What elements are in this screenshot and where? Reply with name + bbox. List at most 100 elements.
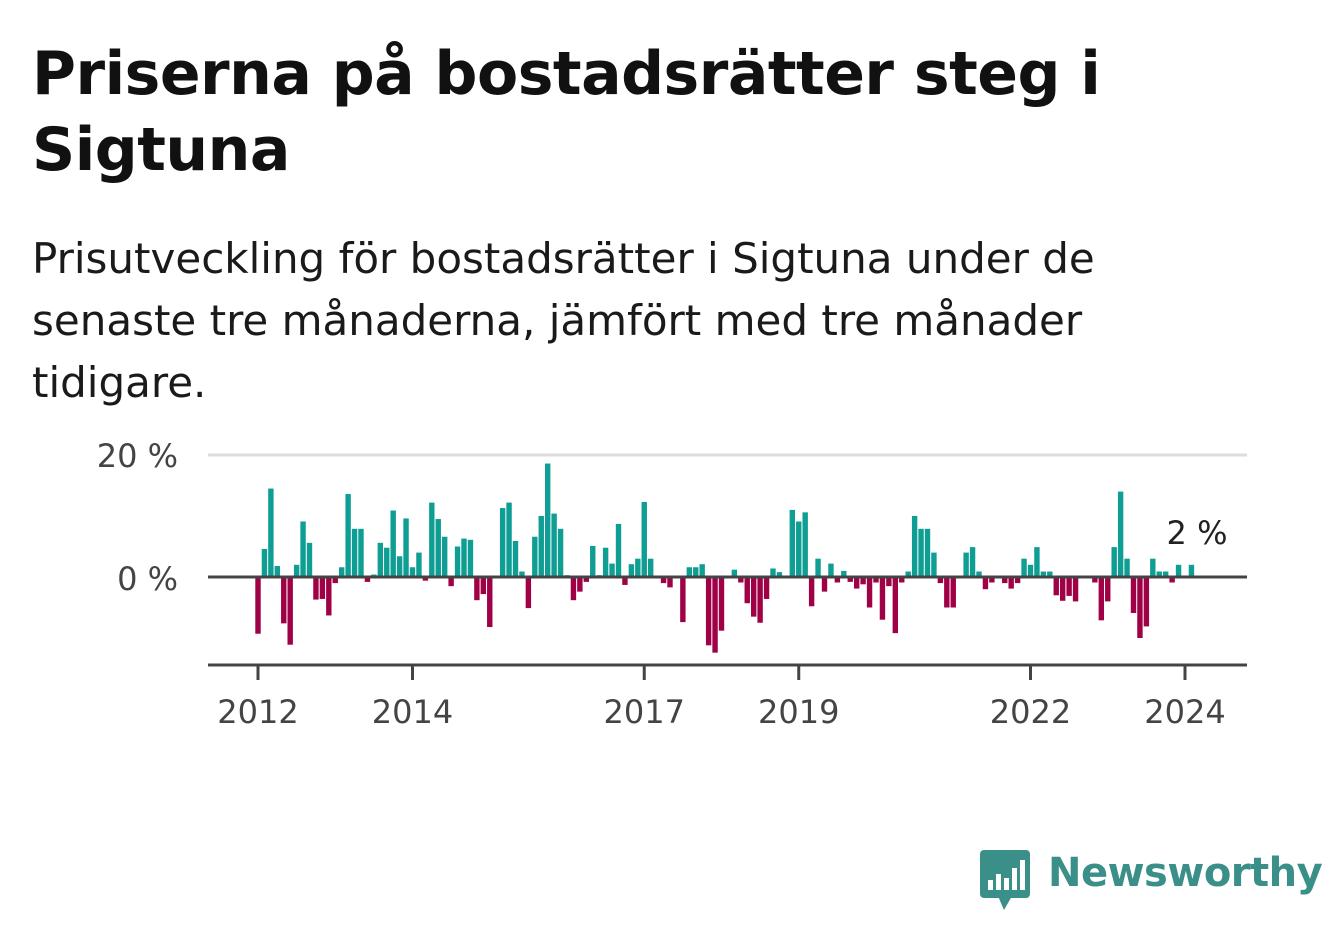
bar (448, 577, 454, 587)
bar (989, 577, 995, 583)
bar (770, 568, 776, 577)
bar (744, 577, 750, 604)
bar (776, 572, 783, 577)
bar (454, 546, 461, 577)
bar (1053, 577, 1059, 596)
bar (873, 577, 879, 583)
bar (274, 566, 281, 577)
bar (969, 547, 976, 577)
bar (834, 577, 841, 583)
bar (879, 577, 886, 620)
bar (435, 519, 441, 577)
bar (1143, 577, 1150, 627)
bar (390, 510, 396, 577)
bar (396, 556, 403, 577)
chart-subtitle: Prisutveckling för bostadsrätter i Sigtu… (32, 234, 1095, 407)
bar (519, 571, 525, 577)
bar (763, 577, 770, 599)
bar (609, 563, 615, 577)
bar (1072, 577, 1079, 602)
bar (918, 528, 924, 577)
bar-chart: 2012 2014 2017 2019 2022 2024 20 % 0 % 2 % (97, 437, 1247, 731)
bar (377, 542, 384, 577)
bar (351, 528, 358, 577)
bar (1188, 564, 1195, 577)
bar (815, 558, 821, 577)
bar (1162, 571, 1169, 577)
bar (718, 577, 725, 631)
bar (635, 558, 641, 577)
bar (338, 567, 345, 577)
bar (789, 509, 796, 577)
bar (1092, 577, 1098, 583)
bar (261, 548, 268, 577)
newsworthy-wordmark: Newsworthy (1048, 850, 1322, 896)
bar (1047, 571, 1053, 577)
bar (886, 577, 892, 587)
bar (1137, 577, 1143, 638)
bar (506, 502, 512, 577)
y-tick-label-0: 0 % (117, 560, 178, 598)
bar (963, 552, 969, 577)
bar (937, 577, 944, 584)
chart-title: Priserna på bostadsrätter steg i Sigtuna (32, 39, 1101, 185)
bar (326, 577, 332, 616)
bar (255, 577, 261, 634)
bar (699, 564, 705, 577)
bar (892, 577, 899, 634)
newsworthy-logo: Newsworthy (980, 848, 1322, 918)
bar (1130, 577, 1137, 613)
bar (712, 577, 718, 653)
bar (1002, 577, 1008, 584)
bar (853, 577, 860, 589)
bar (944, 577, 950, 608)
bar (345, 494, 351, 577)
bar (364, 577, 371, 582)
bar (802, 512, 808, 577)
bar (287, 577, 293, 645)
bar (461, 538, 467, 577)
bar (731, 569, 738, 577)
bar (976, 571, 982, 577)
bar (590, 545, 596, 577)
bar (686, 567, 693, 577)
bar (557, 528, 564, 577)
bar (911, 516, 918, 577)
bar (866, 577, 873, 608)
bar (1111, 547, 1117, 577)
bar (416, 552, 422, 577)
bar (982, 577, 989, 590)
bar (1059, 577, 1066, 601)
bar (474, 577, 480, 601)
bar (924, 528, 931, 577)
bar (1156, 571, 1162, 577)
bar (796, 521, 802, 577)
bars-group (255, 463, 1195, 653)
bar (1098, 577, 1105, 621)
bar (622, 577, 628, 585)
bar (705, 577, 712, 646)
bar (409, 567, 416, 577)
bar (931, 552, 937, 577)
bar (281, 577, 287, 624)
bar (441, 536, 448, 577)
bar (499, 508, 506, 577)
bar (532, 536, 538, 577)
bar (841, 570, 847, 577)
bar (1117, 491, 1124, 577)
bar (1014, 577, 1021, 584)
bar (332, 577, 338, 584)
bar (693, 567, 699, 577)
bar (615, 523, 622, 577)
x-tick-label: 2022 (990, 693, 1071, 731)
bar (821, 577, 828, 592)
bar (1150, 558, 1156, 577)
bar (512, 541, 519, 577)
bar (1021, 558, 1027, 577)
bar (641, 501, 647, 577)
bar (1040, 571, 1047, 577)
bar (319, 577, 326, 599)
bar (1066, 577, 1072, 596)
bar (905, 571, 911, 577)
bar (422, 577, 429, 581)
